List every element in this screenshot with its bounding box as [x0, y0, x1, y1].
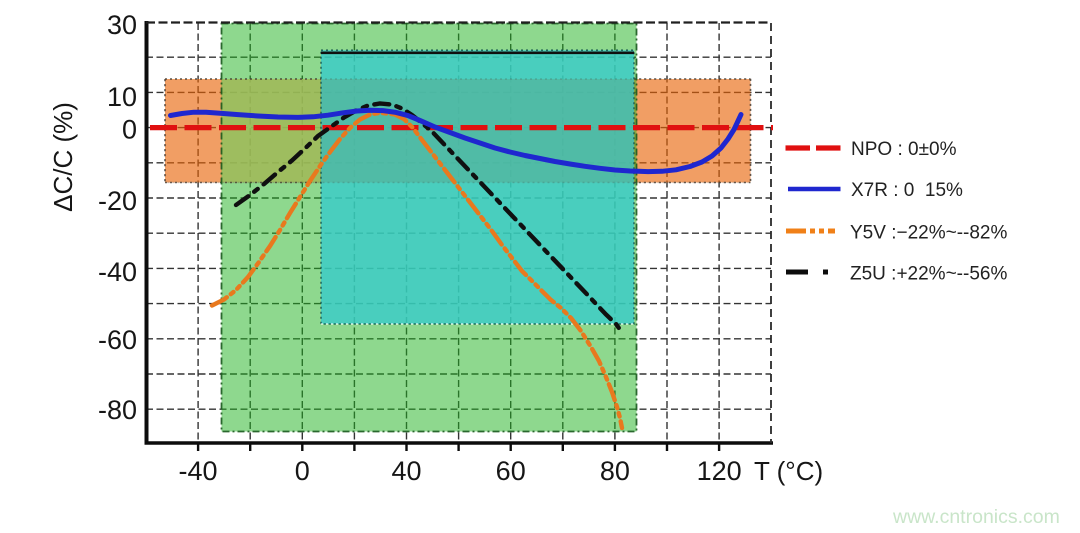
svg-text:-40: -40	[178, 456, 217, 486]
svg-text:Z5U :+22%~--56%: Z5U :+22%~--56%	[850, 264, 1007, 285]
svg-text:10: 10	[107, 82, 137, 112]
svg-text:0: 0	[122, 115, 137, 145]
svg-text:ΔC/C (%): ΔC/C (%)	[48, 102, 78, 212]
svg-text:-20: -20	[98, 186, 137, 216]
svg-text:-40: -40	[98, 257, 137, 287]
svg-text:Y5V :−22%~--82%: Y5V :−22%~--82%	[850, 223, 1007, 244]
svg-text:60: 60	[496, 456, 526, 486]
svg-text:120: 120	[697, 456, 742, 486]
svg-text:-80: -80	[98, 395, 137, 425]
svg-text:0: 0	[295, 456, 310, 486]
svg-text:NPO : 0±0%: NPO : 0±0%	[851, 139, 957, 160]
svg-text:-60: -60	[98, 325, 137, 355]
svg-text:40: 40	[391, 456, 421, 486]
svg-text:X7R : 0 15%: X7R : 0 15%	[851, 180, 963, 201]
svg-text:80: 80	[600, 456, 630, 486]
svg-text:www.cntronics.com: www.cntronics.com	[892, 506, 1060, 528]
svg-text:T (°C): T (°C)	[754, 456, 823, 486]
svg-text:30: 30	[107, 10, 137, 40]
